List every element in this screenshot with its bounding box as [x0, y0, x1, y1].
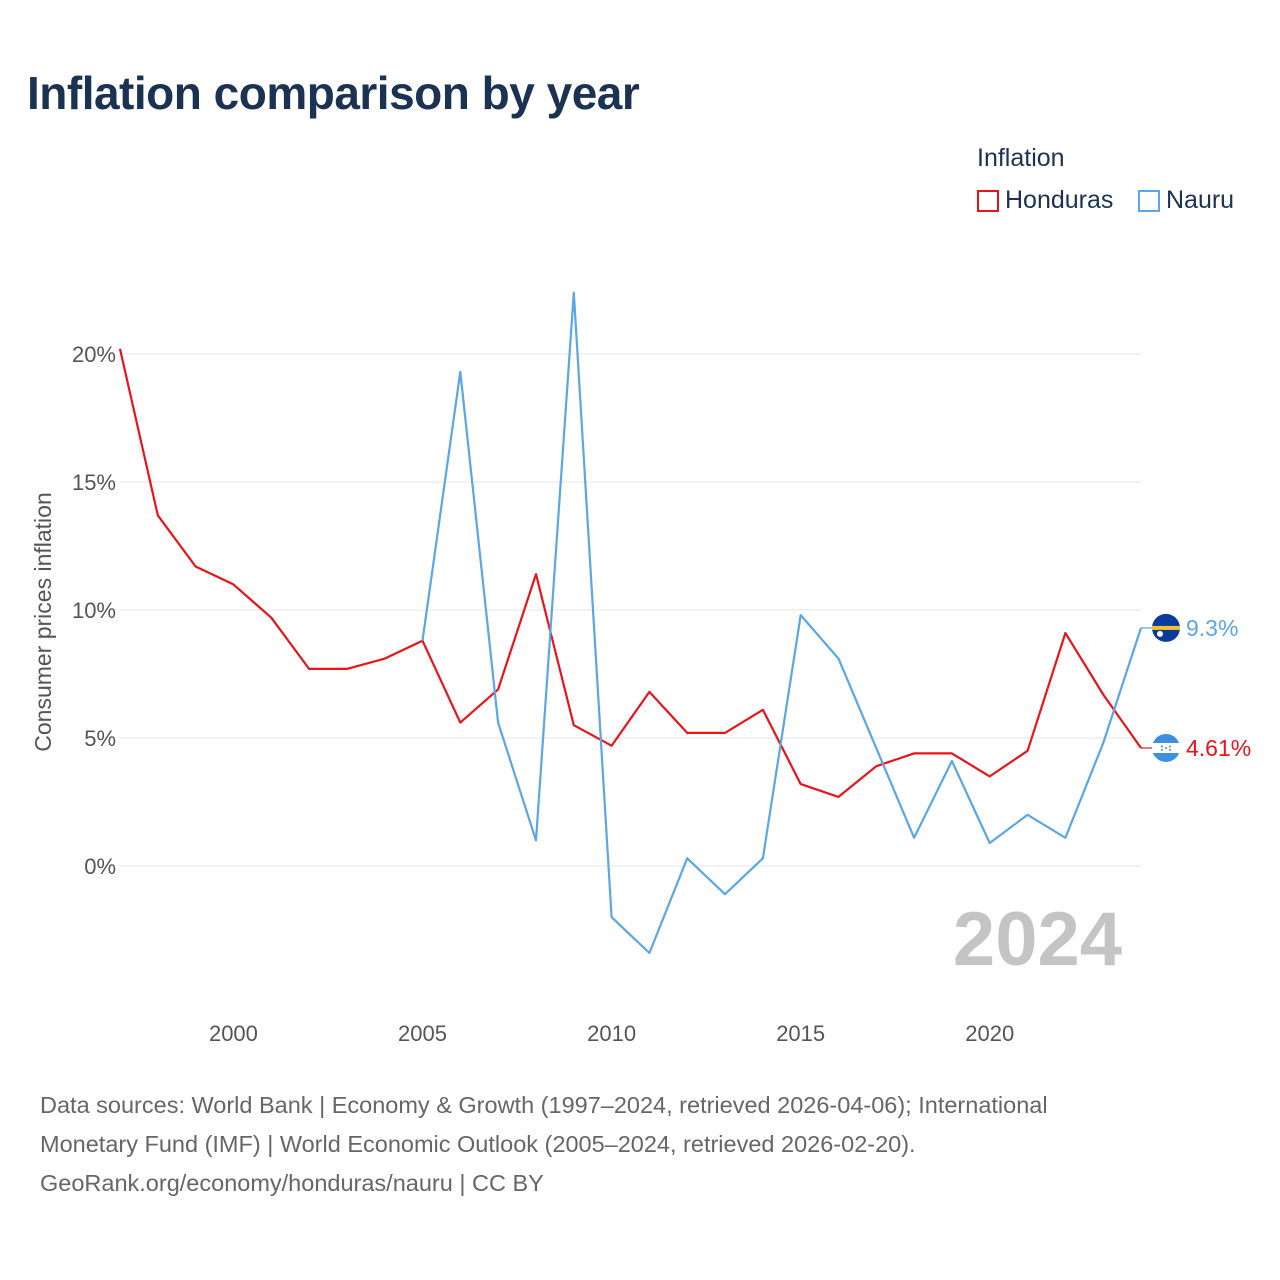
x-tick-label: 2000	[209, 1021, 258, 1046]
x-tick-label: 2015	[776, 1021, 825, 1046]
y-tick-label: 0%	[84, 854, 116, 879]
end-markers: 4.61% 9.3%	[1141, 613, 1251, 762]
line-chart: 0% 5% 10% 15% 20% 2000 2005 2010 2015 2020 Consu…	[30, 291, 1251, 1046]
x-axis-ticks: 2000 2005 2010 2015 2020	[209, 1021, 1014, 1046]
y-tick-label: 15%	[72, 470, 116, 495]
sources-link[interactable]: GeoRank.org/economy/honduras/nauru | CC …	[40, 1170, 544, 1196]
flag-icon-nauru	[1152, 613, 1180, 642]
x-tick-label: 2005	[398, 1021, 447, 1046]
y-tick-label: 10%	[72, 598, 116, 623]
legend-swatch-nauru	[1138, 189, 1160, 212]
flag-icon-honduras	[1152, 733, 1180, 762]
sources-line-2: Monetary Fund (IMF) | World Economic Out…	[40, 1131, 916, 1157]
x-tick-label: 2020	[965, 1021, 1014, 1046]
x-tick-label: 2010	[587, 1021, 636, 1046]
y-axis-label: Consumer prices inflation	[30, 492, 56, 752]
data-sources: Data sources: World Bank | Economy & Gro…	[40, 1086, 1240, 1203]
year-watermark: 2024	[953, 897, 1122, 982]
series-line-honduras	[118, 348, 1142, 799]
y-tick-label: 20%	[72, 342, 116, 367]
legend-title: Inflation	[977, 144, 1065, 172]
legend-item-nauru[interactable]: Nauru	[1138, 186, 1234, 215]
legend-label-nauru: Nauru	[1166, 186, 1235, 214]
page-title: Inflation comparison by year	[27, 67, 640, 119]
series-lines	[118, 291, 1143, 955]
end-value-label-nauru: 9.3%	[1186, 615, 1238, 641]
y-axis-ticks: 0% 5% 10% 15% 20%	[72, 342, 116, 879]
y-tick-label: 5%	[84, 726, 116, 751]
sources-line-1: Data sources: World Bank | Economy & Gro…	[40, 1092, 1048, 1118]
legend-label-honduras: Honduras	[1005, 186, 1114, 214]
legend-item-honduras[interactable]: Honduras	[977, 186, 1113, 215]
legend-swatch-honduras	[977, 189, 999, 212]
gridlines	[120, 353, 1141, 867]
series-line-nauru	[421, 291, 1143, 955]
end-value-label-honduras: 4.61%	[1186, 735, 1251, 761]
